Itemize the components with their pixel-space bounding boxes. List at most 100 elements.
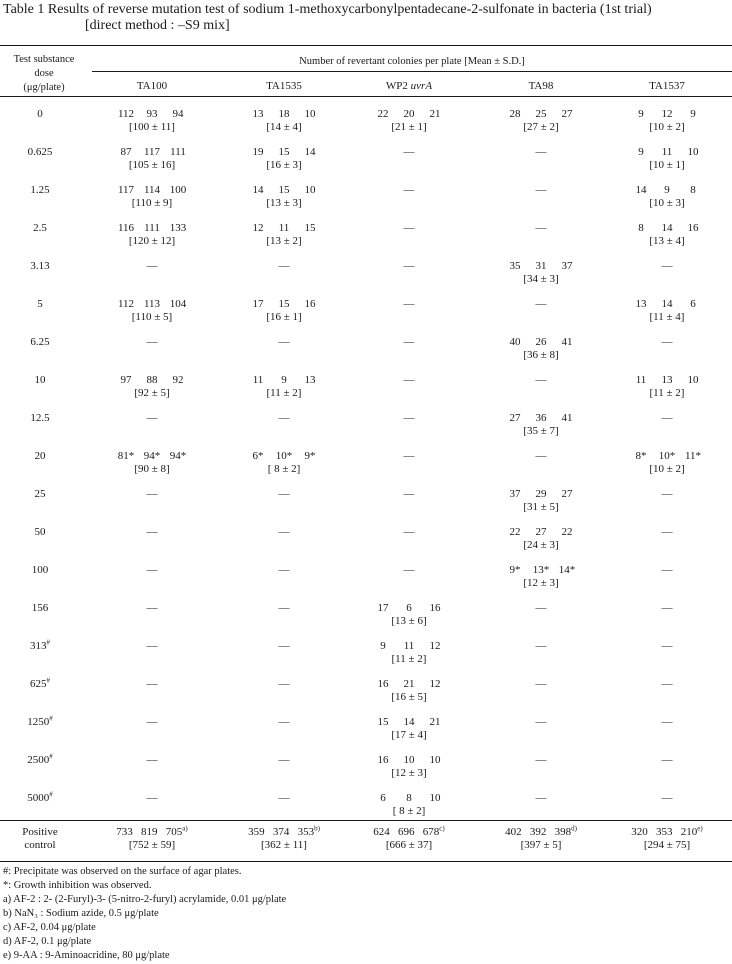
plate-count: 27 xyxy=(509,412,521,424)
positive-counts: 320 353 210e) xyxy=(631,824,703,838)
positive-label: Positive control xyxy=(0,826,80,852)
mean-sd: [27 ± 2] xyxy=(523,121,559,133)
mean-sd: [ 8 ± 2] xyxy=(267,463,301,475)
empty-dash: — xyxy=(661,488,673,500)
table-cell: — xyxy=(481,754,601,767)
table-cell: 13 18 10 [14 ± 4] xyxy=(224,108,344,134)
table-cell: — xyxy=(607,412,727,425)
mean-sd: [ 8 ± 2] xyxy=(392,805,426,817)
bottom-rule xyxy=(0,861,732,862)
table-cell: — xyxy=(481,602,601,615)
footnote: d) AF-2, 0.1 μg/plate xyxy=(3,936,92,947)
table-cell: — xyxy=(224,716,344,729)
table-cell: — xyxy=(92,412,212,425)
plate-count: 9* xyxy=(304,450,316,462)
dose-cell: 2.5 xyxy=(33,222,47,234)
mean-sd: [110 ± 9] xyxy=(131,197,173,209)
colony-counts: 13 14 6 xyxy=(628,298,706,311)
plate-count: 9 xyxy=(638,146,644,158)
plate-count: 14* xyxy=(558,564,576,576)
plate-count: 113 xyxy=(143,298,161,310)
mean-sd: [14 ± 4] xyxy=(266,121,302,133)
plate-count: 14 xyxy=(403,716,415,728)
dose-cell: 0.625 xyxy=(27,146,53,158)
colony-counts: 27 36 41 xyxy=(502,412,580,425)
plate-count: 10 xyxy=(687,374,699,386)
table-cell: — xyxy=(607,716,727,729)
table-cell: — xyxy=(607,488,727,501)
colony-counts: 22 27 22 xyxy=(502,526,580,539)
footnote: *: Growth inhibition was observed. xyxy=(3,880,152,891)
positive-mean-sd: [294 ± 75] xyxy=(643,839,691,851)
colony-counts: 6 8 10 xyxy=(370,792,448,805)
table-cell: — xyxy=(224,412,344,425)
table-cell: 9 12 9 [10 ± 2] xyxy=(607,108,727,134)
table-cell: 87 117 111 [105 ± 16] xyxy=(92,146,212,172)
plate-count: 10 xyxy=(429,754,441,766)
positive-footnote-ref: e) xyxy=(697,824,703,833)
plate-count: 13 xyxy=(661,374,673,386)
table-cell: — xyxy=(92,754,212,767)
empty-dash: — xyxy=(278,526,290,538)
dose-cell: 1.25 xyxy=(30,184,50,196)
plate-count: 114 xyxy=(143,184,161,196)
mean-sd: [10 ± 3] xyxy=(649,197,685,209)
empty-dash: — xyxy=(278,564,290,576)
table-cell: — xyxy=(92,716,212,729)
positive-mean-sd: [666 ± 37] xyxy=(385,839,433,851)
colony-counts: 11 13 10 xyxy=(628,374,706,387)
table-cell: — xyxy=(349,488,469,501)
table-cell: 97 88 92 [92 ± 5] xyxy=(92,374,212,400)
footnote: c) AF-2, 0.04 μg/plate xyxy=(3,922,96,933)
positive-footnote-ref: c) xyxy=(439,824,445,833)
dose-cell: 25 xyxy=(34,488,46,500)
colony-counts: 22 20 21 xyxy=(370,108,448,121)
positive-label-line: Positive xyxy=(22,826,58,838)
table-cell: — xyxy=(224,640,344,653)
table-cell: — xyxy=(481,184,601,197)
dose-header-line-1: Test substance xyxy=(13,54,75,65)
table-cell: 9* 13* 14* [12 ± 3] xyxy=(481,564,601,590)
plate-count: 16 xyxy=(304,298,316,310)
empty-dash: — xyxy=(535,754,547,766)
empty-dash: — xyxy=(146,792,158,804)
plate-count: 25 xyxy=(535,108,547,120)
plate-count: 6 xyxy=(380,792,386,804)
plate-count: 14 xyxy=(661,298,673,310)
plate-count: 27 xyxy=(535,526,547,538)
plate-count: 8 xyxy=(638,222,644,234)
table-cell: — xyxy=(224,754,344,767)
table-cell: — xyxy=(349,146,469,159)
plate-count: 21 xyxy=(403,678,415,690)
plate-count: 9 xyxy=(690,108,696,120)
dose-cell: 6.25 xyxy=(30,336,50,348)
table-cell: 22 20 21 [21 ± 1] xyxy=(349,108,469,134)
table-title-line-1: Table 1 Results of reverse mutation test… xyxy=(3,2,652,17)
empty-dash: — xyxy=(535,716,547,728)
plate-count: 9 xyxy=(638,108,644,120)
table-cell: — xyxy=(481,450,601,463)
table-cell: — xyxy=(349,298,469,311)
plate-count: 16 xyxy=(377,678,389,690)
dose-cell: 5000# xyxy=(27,790,53,804)
empty-dash: — xyxy=(278,602,290,614)
table-cell: 12 11 15 [13 ± 2] xyxy=(224,222,344,248)
plate-count: 14 xyxy=(635,184,647,196)
plate-count: 18 xyxy=(278,108,290,120)
plate-count: 15 xyxy=(278,146,290,158)
dose-cell: 20 xyxy=(34,450,46,462)
plate-count: 10 xyxy=(304,184,316,196)
table-cell: — xyxy=(92,260,212,273)
plate-count: 133 xyxy=(169,222,187,234)
table-cell: — xyxy=(607,640,727,653)
empty-dash: — xyxy=(146,754,158,766)
plate-count: 12 xyxy=(429,640,441,652)
table-cell: 117 114 100 [110 ± 9] xyxy=(92,184,212,210)
table-cell: — xyxy=(92,678,212,691)
plate-count: 81* xyxy=(117,450,135,462)
table-cell: — xyxy=(224,488,344,501)
empty-dash: — xyxy=(661,678,673,690)
colony-counts: 14 9 8 xyxy=(628,184,706,197)
plate-count: 22 xyxy=(561,526,573,538)
plate-count: 20 xyxy=(403,108,415,120)
